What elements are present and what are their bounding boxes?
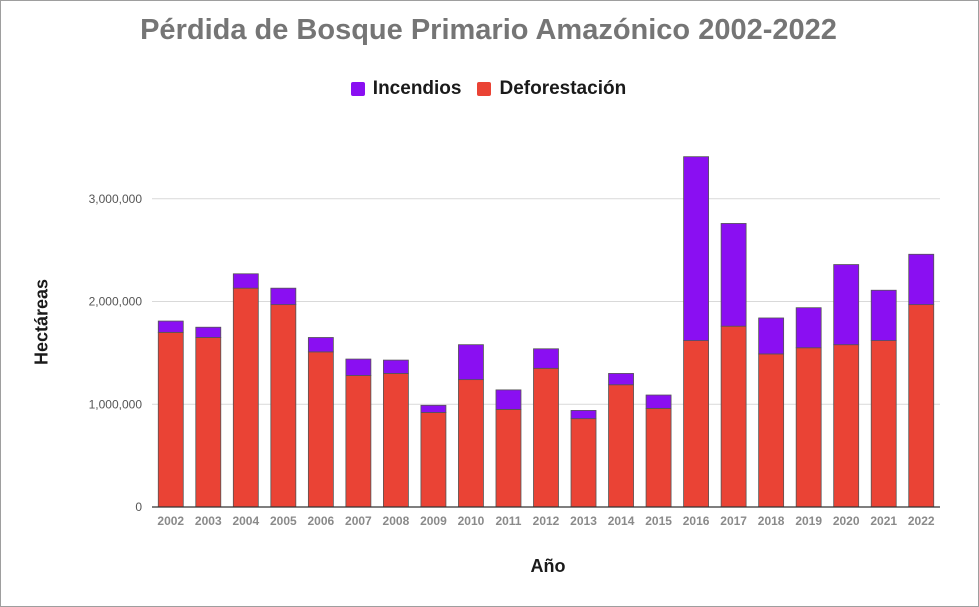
y-tick-label: 0 — [135, 500, 142, 514]
x-tick-label: 2003 — [195, 514, 222, 528]
legend-swatch-deforestacion — [477, 82, 492, 96]
x-tick-label: 2015 — [645, 514, 672, 528]
bar-deforestacion-2017 — [720, 325, 747, 508]
bar-incendios-2004 — [232, 273, 259, 289]
bar-deforestacion-2018 — [758, 353, 785, 508]
bar-incendios-2002 — [157, 320, 184, 333]
x-tick-label: 2008 — [383, 514, 410, 528]
bar-deforestacion-2006 — [307, 351, 334, 508]
bar-incendios-2013 — [570, 410, 597, 420]
y-tick-label: 2,000,000 — [89, 295, 143, 309]
bar-incendios-2006 — [307, 337, 334, 353]
bar-incendios-2018 — [758, 317, 785, 355]
bar-deforestacion-2022 — [908, 304, 935, 508]
bar-deforestacion-2008 — [383, 373, 409, 508]
bar-deforestacion-2003 — [195, 337, 222, 508]
x-tick-label: 2012 — [533, 514, 560, 528]
bar-deforestacion-2005 — [270, 304, 297, 508]
x-tick-label: 2013 — [570, 514, 597, 528]
x-tick-label: 2020 — [833, 514, 860, 528]
bar-deforestacion-2013 — [570, 418, 597, 508]
bar-deforestacion-2012 — [533, 367, 559, 508]
chart-title: Pérdida de Bosque Primario Amazónico 200… — [140, 14, 837, 46]
bar-incendios-2021 — [870, 289, 897, 341]
bar-deforestacion-2002 — [157, 331, 184, 508]
bar-deforestacion-2010 — [458, 379, 484, 508]
bar-incendios-2012 — [533, 348, 559, 369]
bar-deforestacion-2015 — [645, 407, 672, 508]
bar-incendios-2016 — [683, 156, 709, 341]
bar-incendios-2010 — [458, 344, 484, 381]
bar-incendios-2005 — [270, 287, 297, 306]
legend: Incendios Deforestación — [0, 78, 977, 100]
x-tick-label: 2016 — [683, 514, 710, 528]
x-tick-label: 2017 — [720, 514, 747, 528]
bar-deforestacion-2014 — [608, 384, 634, 508]
x-tick-label: 2010 — [458, 514, 485, 528]
legend-swatch-incendios — [350, 82, 365, 96]
x-axis-label: Año — [530, 556, 566, 576]
bar-deforestacion-2011 — [495, 409, 522, 508]
bar-deforestacion-2009 — [420, 412, 447, 508]
bar-deforestacion-2019 — [795, 347, 822, 508]
x-tick-label: 2004 — [232, 514, 259, 528]
y-tick-label: 3,000,000 — [89, 192, 143, 206]
x-tick-label: 2018 — [758, 514, 785, 528]
x-tick-label: 2021 — [870, 514, 897, 528]
x-tick-label: 2014 — [608, 514, 635, 528]
bar-incendios-2020 — [833, 264, 860, 346]
legend-label-incendios: Incendios — [372, 78, 462, 99]
x-tick-label: 2005 — [270, 514, 297, 528]
x-tick-label: 2011 — [495, 514, 521, 528]
bar-deforestacion-2004 — [232, 287, 259, 508]
legend-label-deforestacion: Deforestación — [499, 78, 627, 99]
bar-incendios-2014 — [608, 373, 634, 386]
bar-incendios-2015 — [645, 394, 672, 409]
bar-incendios-2003 — [195, 326, 222, 338]
x-tick-label: 2009 — [420, 514, 447, 528]
bar-incendios-2009 — [420, 404, 447, 413]
legend-item-incendios: Incendios — [350, 78, 462, 100]
x-tick-label: 2022 — [908, 514, 935, 528]
y-tick-label: 1,000,000 — [89, 397, 143, 411]
legend-item-deforestacion: Deforestación — [477, 78, 626, 100]
bar-deforestacion-2021 — [870, 340, 897, 508]
bar-incendios-2007 — [345, 358, 372, 376]
bar-incendios-2019 — [795, 307, 822, 349]
bar-incendios-2011 — [495, 389, 522, 410]
bar-incendios-2008 — [383, 359, 409, 374]
bar-incendios-2017 — [720, 223, 747, 327]
x-tick-label: 2002 — [157, 514, 184, 528]
x-tick-label: 2006 — [308, 514, 335, 528]
bar-deforestacion-2007 — [345, 375, 372, 508]
bar-deforestacion-2016 — [683, 340, 709, 508]
x-tick-label: 2007 — [345, 514, 372, 528]
bar-deforestacion-2020 — [833, 344, 860, 508]
bar-incendios-2022 — [908, 253, 935, 306]
x-tick-label: 2019 — [795, 514, 822, 528]
